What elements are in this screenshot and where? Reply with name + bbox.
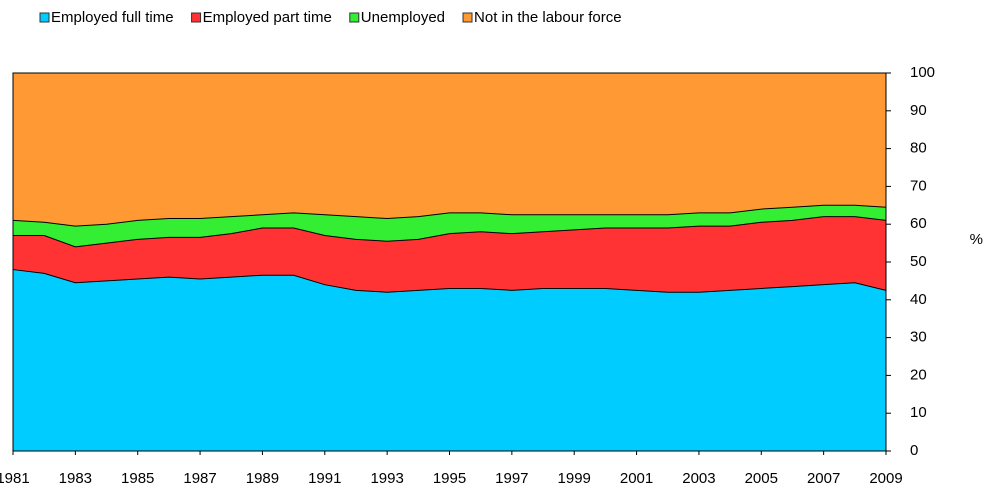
x-tick-label: 2001 (620, 470, 653, 487)
y-tick-label: 70 (910, 177, 927, 194)
area (13, 73, 886, 227)
x-tick-label: 1987 (183, 470, 216, 487)
x-tick-label: 1989 (246, 470, 279, 487)
y-tick-label: 90 (910, 102, 927, 119)
x-tick-label: 1999 (558, 470, 591, 487)
y-tick-label: 60 (910, 215, 927, 232)
x-tick-label: 1995 (433, 470, 466, 487)
x-tick-label: 2009 (869, 470, 902, 487)
legend-swatch (39, 12, 50, 23)
x-tick-label: 2005 (745, 470, 778, 487)
y-tick-label: 50 (910, 253, 927, 270)
y-tick-label: 20 (910, 366, 927, 383)
x-tick-label: 1991 (308, 470, 341, 487)
y-tick-label: 30 (910, 329, 927, 346)
x-tick-label: 2007 (807, 470, 840, 487)
y-tick-label: 80 (910, 140, 927, 157)
y-axis-label: % (970, 231, 983, 248)
x-tick-label: 1981 (0, 470, 30, 487)
area (13, 205, 886, 247)
legend-label: Employed part time (203, 9, 332, 26)
x-tick-label: 2003 (682, 470, 715, 487)
legend-label: Unemployed (361, 9, 445, 26)
legend-label: Employed full time (51, 9, 174, 26)
x-tick-label: 1985 (121, 470, 154, 487)
legend-swatch (349, 12, 360, 23)
y-tick-label: 100 (910, 64, 935, 81)
layer-boundary (12, 204, 887, 227)
x-tick-label: 1993 (370, 470, 403, 487)
layer-boundary (12, 269, 887, 293)
legend-swatch (191, 12, 202, 23)
y-tick-label: 40 (910, 291, 927, 308)
area (13, 216, 886, 293)
y-tick-label: 10 (910, 404, 927, 421)
legend-label: Not in the labour force (474, 9, 622, 26)
y-tick-label: 0 (910, 442, 918, 459)
x-tick-label: 1997 (495, 470, 528, 487)
x-tick-label: 1983 (59, 470, 92, 487)
area (13, 269, 886, 451)
legend-swatch (462, 12, 473, 23)
layer-boundary (13, 216, 887, 248)
